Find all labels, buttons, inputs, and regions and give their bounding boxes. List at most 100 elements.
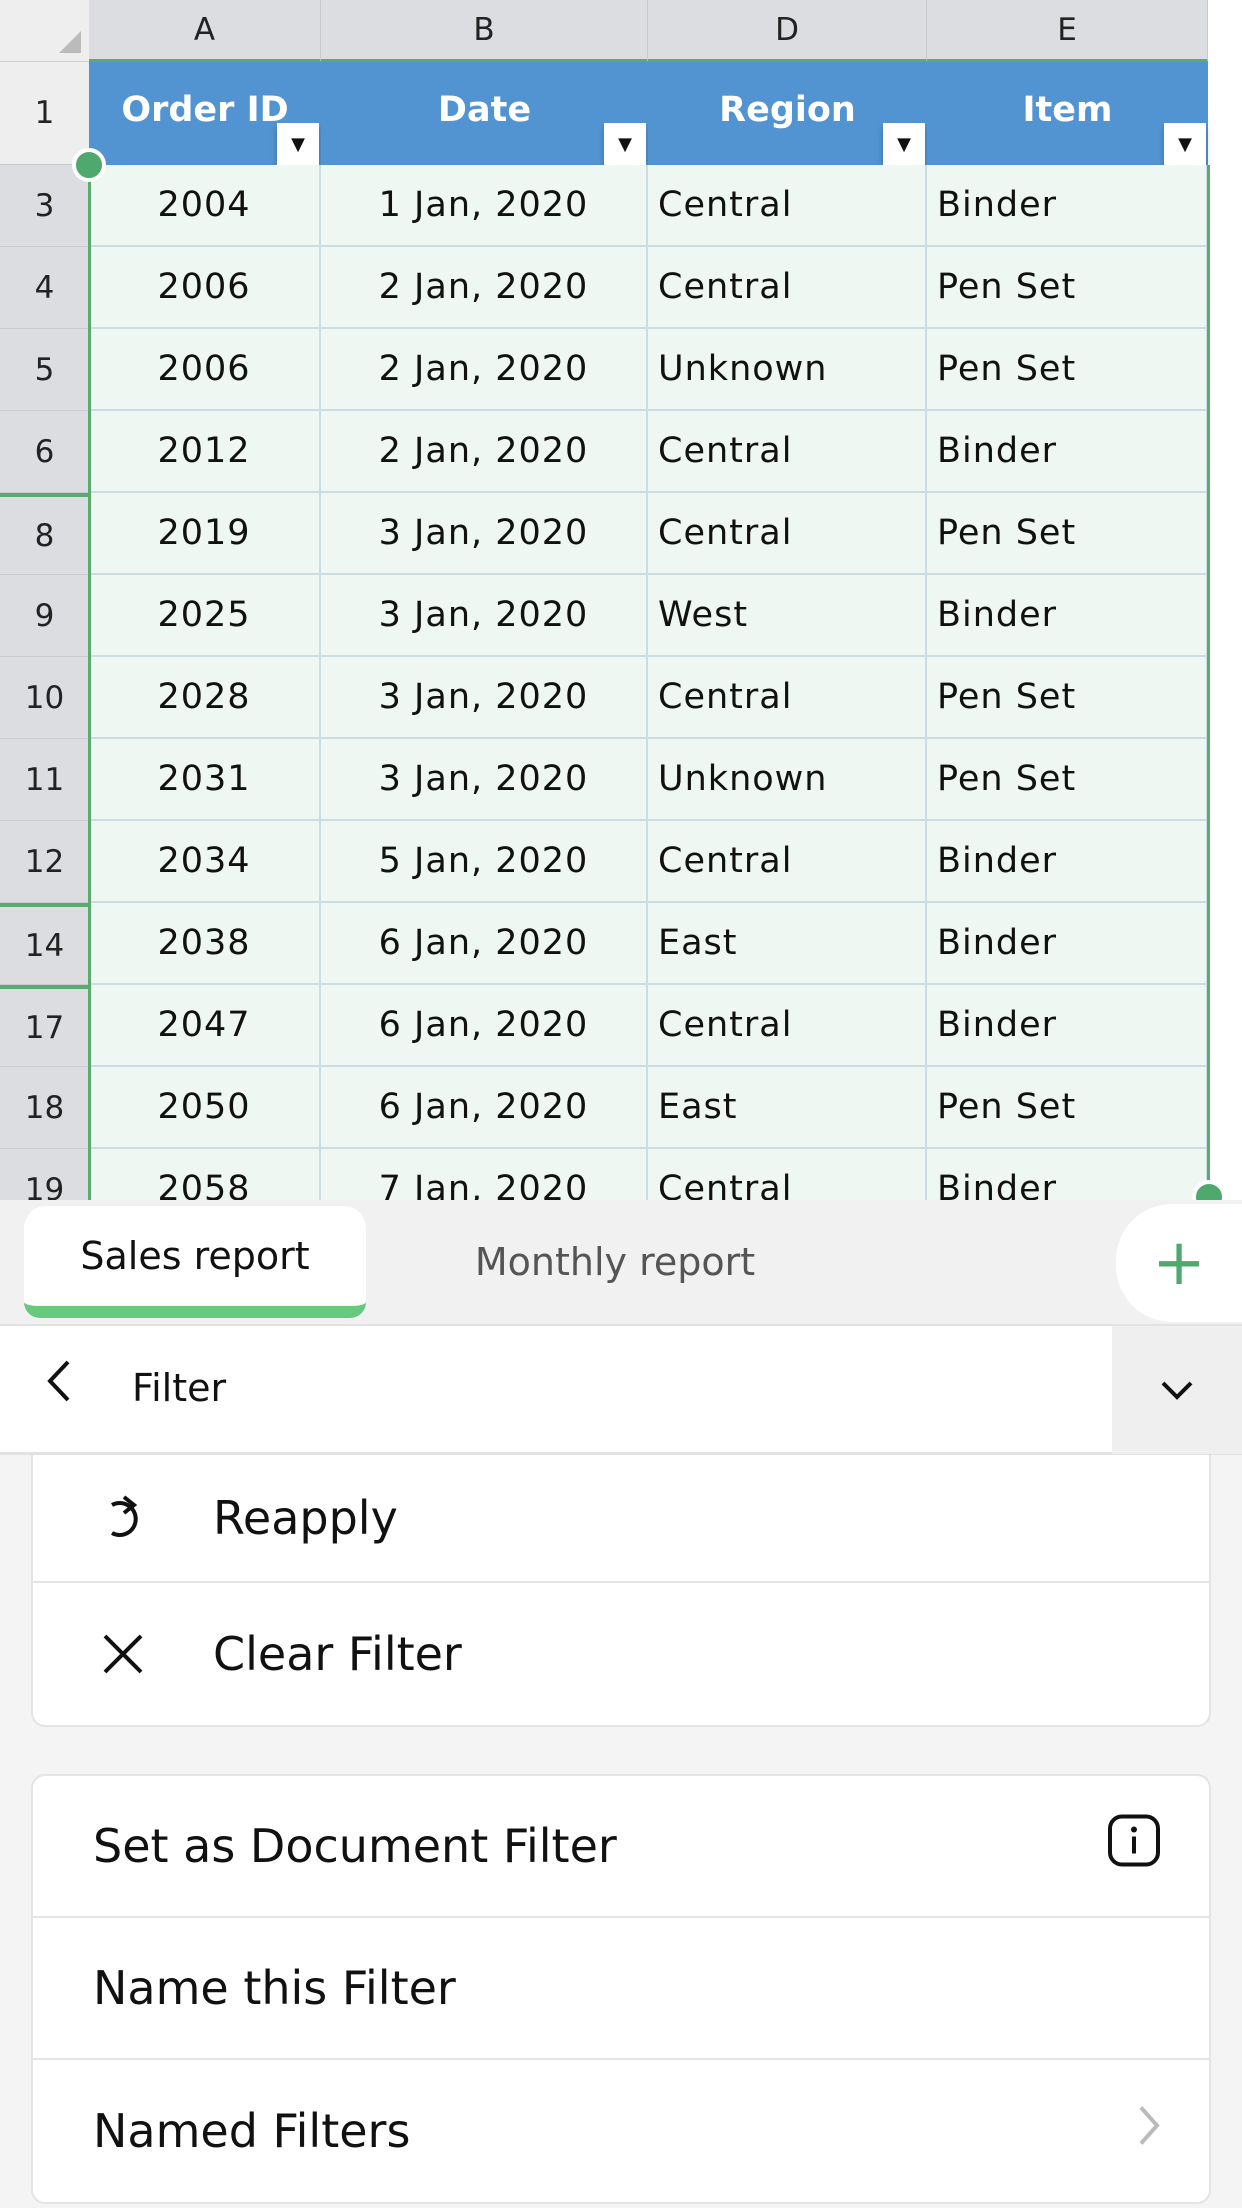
table-cell[interactable]: East xyxy=(648,903,927,985)
table-cell[interactable]: 2028 xyxy=(89,657,321,739)
table-cell[interactable]: 2019 xyxy=(89,493,321,575)
row-header[interactable]: 18 xyxy=(0,1067,89,1149)
table-cell[interactable]: 3 Jan, 2020 xyxy=(321,493,648,575)
table-header-cell[interactable]: Item xyxy=(927,62,1208,165)
selection-handle-end[interactable] xyxy=(1192,1180,1226,1200)
column-header[interactable]: E xyxy=(927,0,1208,62)
table-cell[interactable]: 3 Jan, 2020 xyxy=(321,739,648,821)
table-cell[interactable]: Unknown xyxy=(648,739,927,821)
table-cell[interactable]: Central xyxy=(648,985,927,1067)
table-cell[interactable]: Binder xyxy=(927,575,1208,657)
table-cell[interactable]: Binder xyxy=(927,985,1208,1067)
row-header[interactable]: 6 xyxy=(0,411,89,493)
row-header[interactable]: 9 xyxy=(0,575,89,657)
table-cell[interactable]: 2 Jan, 2020 xyxy=(321,247,648,329)
row-header[interactable]: 19 xyxy=(0,1149,89,1200)
filter-dropdown-button[interactable]: ▼ xyxy=(883,123,925,165)
set-document-filter-label: Set as Document Filter xyxy=(93,1819,617,1873)
row-header[interactable]: 12 xyxy=(0,821,89,903)
table-cell[interactable]: 3 Jan, 2020 xyxy=(321,657,648,739)
table-cell[interactable]: 2058 xyxy=(89,1149,321,1200)
column-header[interactable]: D xyxy=(648,0,927,62)
table-cell[interactable]: Binder xyxy=(927,903,1208,985)
table-cell[interactable]: 2050 xyxy=(89,1067,321,1149)
table-cell[interactable]: East xyxy=(648,1067,927,1149)
table-cell[interactable]: Central xyxy=(648,165,927,247)
reapply-button[interactable]: Reapply xyxy=(33,1455,1209,1583)
table-cell[interactable]: Pen Set xyxy=(927,1067,1208,1149)
tab-sales-report[interactable]: Sales report xyxy=(24,1206,366,1318)
table-cell[interactable]: Central xyxy=(648,247,927,329)
filter-dropdown-button[interactable]: ▼ xyxy=(604,123,646,165)
table-cell[interactable]: 2004 xyxy=(89,165,321,247)
column-header[interactable]: A xyxy=(89,0,321,62)
table-cell[interactable]: 2 Jan, 2020 xyxy=(321,329,648,411)
table-cell[interactable]: Unknown xyxy=(648,329,927,411)
filter-dropdown-button[interactable]: ▼ xyxy=(277,123,319,165)
table-cell[interactable]: 7 Jan, 2020 xyxy=(321,1149,648,1200)
table-cell[interactable]: 2006 xyxy=(89,247,321,329)
back-button[interactable] xyxy=(44,1356,74,1418)
table-cell[interactable]: 1 Jan, 2020 xyxy=(321,165,648,247)
table-header-cell[interactable]: Date xyxy=(321,62,648,165)
row-header[interactable]: 8 xyxy=(0,493,89,575)
table-cell[interactable]: Pen Set xyxy=(927,493,1208,575)
table-cell[interactable]: Central xyxy=(648,411,927,493)
caret-down-icon: ▼ xyxy=(618,133,632,155)
name-filter-button[interactable]: Name this Filter xyxy=(33,1918,1209,2060)
row-header[interactable]: 1 xyxy=(0,62,89,165)
table-cell[interactable]: Pen Set xyxy=(927,329,1208,411)
add-sheet-button[interactable]: + xyxy=(1116,1204,1242,1322)
selection-handle-start[interactable] xyxy=(72,148,106,182)
clear-filter-button[interactable]: Clear Filter xyxy=(33,1583,1209,1725)
table-cell[interactable]: Pen Set xyxy=(927,247,1208,329)
table-cell[interactable]: Binder xyxy=(927,165,1208,247)
plus-icon: + xyxy=(1152,1226,1206,1300)
row-header[interactable]: 17 xyxy=(0,985,89,1067)
table-cell[interactable]: Binder xyxy=(927,821,1208,903)
select-all-corner[interactable] xyxy=(0,0,89,62)
table-cell[interactable]: 2025 xyxy=(89,575,321,657)
row-header[interactable]: 4 xyxy=(0,247,89,329)
table-cell[interactable]: Binder xyxy=(927,1149,1208,1200)
table-cell[interactable]: 5 Jan, 2020 xyxy=(321,821,648,903)
table-cell[interactable]: 6 Jan, 2020 xyxy=(321,903,648,985)
row-header[interactable]: 11 xyxy=(0,739,89,821)
table-cell[interactable]: Central xyxy=(648,493,927,575)
panel-title: Filter xyxy=(132,1366,227,1410)
table-cell[interactable]: Binder xyxy=(927,411,1208,493)
filter-dropdown-button[interactable]: ▼ xyxy=(1164,123,1206,165)
table-cell[interactable]: 2031 xyxy=(89,739,321,821)
set-document-filter-button[interactable]: Set as Document Filter xyxy=(33,1776,1209,1918)
table-cell[interactable]: Central xyxy=(648,821,927,903)
reapply-label: Reapply xyxy=(213,1491,398,1545)
table-cell[interactable]: 2012 xyxy=(89,411,321,493)
table-cell[interactable]: 2034 xyxy=(89,821,321,903)
table-cell[interactable]: 3 Jan, 2020 xyxy=(321,575,648,657)
table-cell[interactable]: 2 Jan, 2020 xyxy=(321,411,648,493)
table-cell[interactable]: 6 Jan, 2020 xyxy=(321,985,648,1067)
filter-icon: ▼ xyxy=(1178,133,1192,155)
row-header[interactable]: 3 xyxy=(0,165,89,247)
tab-monthly-report[interactable]: Monthly report xyxy=(474,1240,756,1284)
table-cell[interactable]: 2038 xyxy=(89,903,321,985)
table-cell[interactable]: West xyxy=(648,575,927,657)
row-header[interactable]: 10 xyxy=(0,657,89,739)
table-cell[interactable]: Pen Set xyxy=(927,739,1208,821)
table-cell[interactable]: Central xyxy=(648,657,927,739)
table-header-cell[interactable]: Region xyxy=(648,62,927,165)
table-cell[interactable]: 2006 xyxy=(89,329,321,411)
named-filters-button[interactable]: Named Filters xyxy=(33,2060,1209,2202)
named-filters-label: Named Filters xyxy=(93,2104,411,2158)
table-header-cell[interactable]: Order ID xyxy=(89,62,321,165)
column-header[interactable]: B xyxy=(321,0,648,62)
table-cell[interactable]: Central xyxy=(648,1149,927,1200)
row-header[interactable]: 14 xyxy=(0,903,89,985)
table-cell[interactable]: 6 Jan, 2020 xyxy=(321,1067,648,1149)
table-cell[interactable]: Pen Set xyxy=(927,657,1208,739)
table-cell[interactable]: 2047 xyxy=(89,985,321,1067)
row-header[interactable]: 5 xyxy=(0,329,89,411)
collapse-panel-button[interactable] xyxy=(1112,1326,1242,1454)
info-icon[interactable] xyxy=(1107,1814,1161,1879)
